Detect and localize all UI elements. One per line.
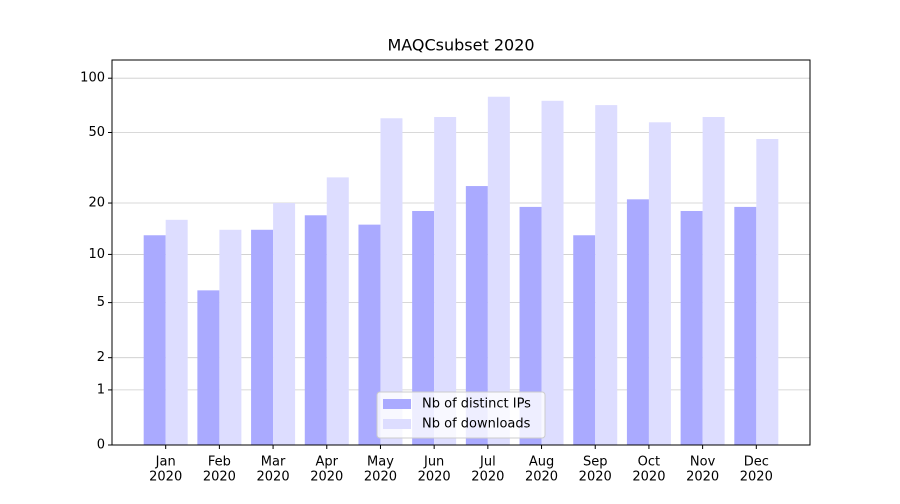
- x-tick-label: Jun: [423, 455, 444, 470]
- y-tick-label: 5: [97, 295, 105, 310]
- x-tick-label: Aug: [529, 455, 554, 470]
- bar: [197, 290, 220, 445]
- bar: [519, 206, 542, 445]
- x-tick-label: Nov: [690, 455, 716, 470]
- x-tick-label: 2020: [471, 470, 504, 485]
- bar: [756, 139, 779, 445]
- y-tick-label: 1: [97, 382, 105, 397]
- x-tick-label: Feb: [208, 455, 231, 470]
- bar: [465, 186, 488, 445]
- y-tick-label: 10: [88, 247, 105, 262]
- bar: [434, 116, 457, 445]
- x-tick-label: Sep: [583, 455, 608, 470]
- x-tick-label: 2020: [203, 470, 236, 485]
- bar: [251, 229, 274, 445]
- x-tick-label: 2020: [632, 470, 665, 485]
- x-tick-label: 2020: [418, 470, 451, 485]
- legend-box: [376, 391, 546, 439]
- bar: [326, 177, 349, 445]
- bar: [358, 224, 381, 445]
- bar: [648, 122, 671, 445]
- legend-swatch: [383, 419, 411, 429]
- x-tick-label: 2020: [257, 470, 290, 485]
- plot-frame: [111, 59, 811, 446]
- y-tick-label: 20: [88, 196, 105, 211]
- x-tick-label: 2020: [310, 470, 343, 485]
- x-tick-label: Jul: [479, 455, 496, 470]
- y-tick-label: 0: [97, 438, 105, 453]
- x-tick-label: May: [367, 455, 394, 470]
- bar: [734, 206, 757, 445]
- y-tick-label: 100: [80, 71, 105, 86]
- x-tick-label: Oct: [638, 455, 660, 470]
- legend: Nb of distinct IPs Nb of downloads: [376, 391, 546, 439]
- x-tick-label: 2020: [149, 470, 182, 485]
- bar: [595, 105, 618, 446]
- x-tick-label: Jan: [155, 455, 176, 470]
- bar: [573, 235, 596, 445]
- x-tick-label: 2020: [740, 470, 773, 485]
- y-tick-label: 2: [97, 350, 105, 365]
- bar: [626, 199, 649, 445]
- x-tick-label: Apr: [316, 455, 339, 470]
- x-tick-label: Dec: [744, 455, 769, 470]
- bar: [412, 210, 435, 445]
- legend-swatch: [383, 399, 411, 409]
- legend-label: Nb of downloads: [422, 417, 531, 432]
- bar: [541, 100, 564, 445]
- bar: [165, 219, 188, 445]
- x-tick-label: 2020: [686, 470, 719, 485]
- bar: [273, 203, 296, 445]
- bar: [380, 118, 403, 445]
- y-tick-label: 50: [88, 125, 105, 140]
- x-tick-label: 2020: [525, 470, 558, 485]
- x-tick-label: Mar: [261, 455, 286, 470]
- bar: [304, 215, 327, 445]
- chart-title: MAQCsubset 2020: [387, 36, 534, 55]
- bar: [143, 235, 166, 445]
- bar: [219, 229, 242, 445]
- x-tick-label: 2020: [364, 470, 397, 485]
- x-tick-label: 2020: [579, 470, 612, 485]
- bar: [487, 96, 510, 445]
- bar: [680, 210, 703, 445]
- legend-label: Nb of distinct IPs: [422, 397, 531, 412]
- bar: [702, 116, 725, 445]
